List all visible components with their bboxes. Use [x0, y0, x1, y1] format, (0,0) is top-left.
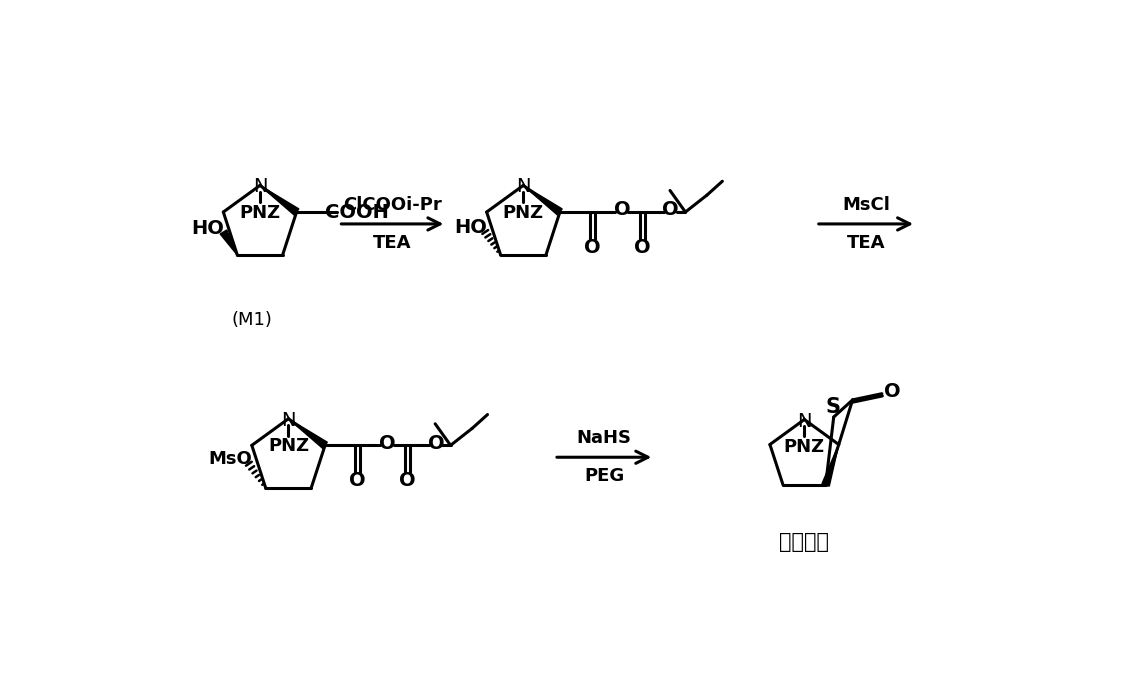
Text: PNZ: PNZ — [239, 204, 281, 222]
Text: N: N — [253, 177, 267, 196]
Text: S: S — [826, 397, 840, 417]
Text: O: O — [349, 471, 365, 490]
Text: HO: HO — [455, 218, 487, 237]
Text: O: O — [614, 200, 631, 219]
Polygon shape — [220, 230, 237, 255]
Text: O: O — [663, 200, 679, 219]
Text: COOH: COOH — [325, 202, 389, 221]
Polygon shape — [523, 185, 562, 215]
Text: O: O — [400, 471, 416, 490]
Text: O: O — [427, 433, 444, 452]
Text: N: N — [282, 411, 295, 430]
Text: MsCl: MsCl — [842, 196, 890, 214]
Text: N: N — [516, 177, 530, 196]
Text: O: O — [379, 433, 396, 452]
Text: O: O — [584, 238, 601, 257]
Text: PEG: PEG — [584, 467, 624, 485]
Text: ClCOOi-Pr: ClCOOi-Pr — [344, 196, 442, 214]
Polygon shape — [289, 419, 327, 448]
Text: TEA: TEA — [846, 234, 885, 252]
Text: 硫醇内酯: 硫醇内酯 — [780, 532, 829, 552]
Text: TEA: TEA — [373, 234, 412, 252]
Text: PNZ: PNZ — [503, 204, 544, 222]
Text: MsO: MsO — [208, 450, 252, 468]
Text: N: N — [797, 412, 812, 431]
Text: PNZ: PNZ — [784, 438, 824, 456]
Text: O: O — [634, 238, 650, 257]
Polygon shape — [822, 445, 839, 486]
Text: (M1): (M1) — [231, 311, 273, 329]
Text: PNZ: PNZ — [268, 437, 309, 456]
Text: NaHS: NaHS — [577, 429, 632, 447]
Text: O: O — [884, 382, 901, 401]
Text: HO: HO — [191, 219, 223, 238]
Polygon shape — [260, 185, 299, 215]
